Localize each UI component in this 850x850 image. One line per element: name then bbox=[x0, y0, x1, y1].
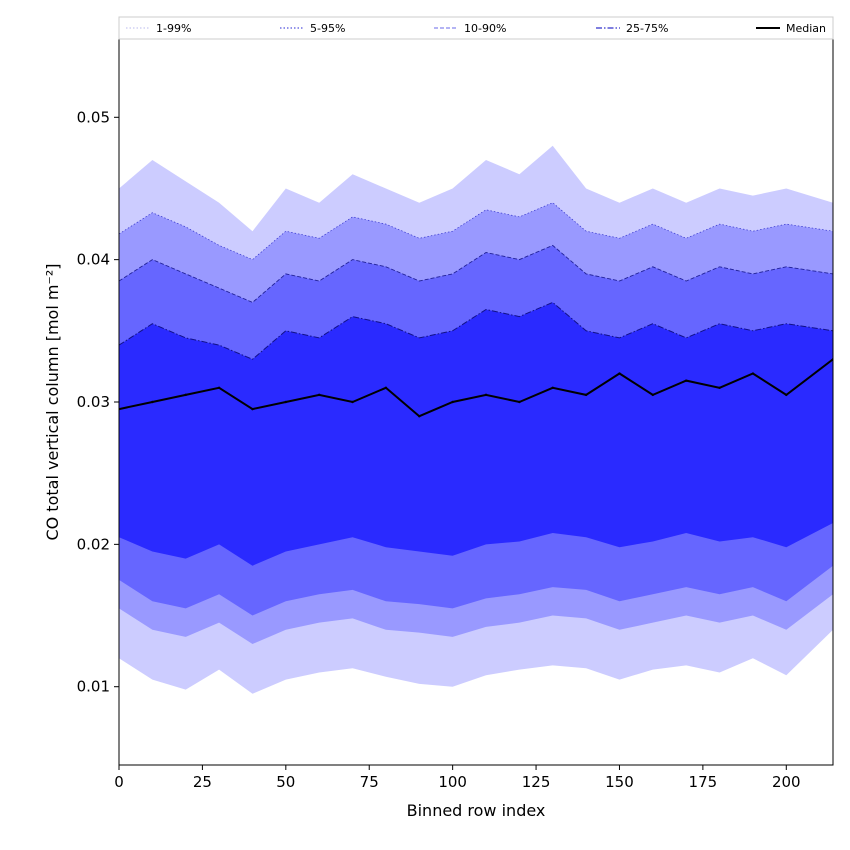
median-point bbox=[217, 386, 221, 389]
median-point bbox=[518, 400, 521, 404]
median-point bbox=[751, 372, 755, 375]
median-line bbox=[119, 358, 833, 418]
median-point bbox=[317, 393, 321, 397]
legend-label: 5-95% bbox=[310, 22, 345, 35]
median-point bbox=[584, 393, 588, 397]
x-tick-label: 75 bbox=[360, 773, 379, 791]
median-point bbox=[551, 386, 554, 389]
x-tick-label: 125 bbox=[522, 773, 551, 791]
y-axis-title: CO total vertical column [mol m⁻²] bbox=[43, 263, 62, 540]
median-point bbox=[184, 393, 187, 397]
median-point bbox=[618, 372, 621, 375]
y-tick-label: 0.03 bbox=[77, 393, 110, 411]
x-tick-label: 0 bbox=[114, 773, 124, 791]
y-tick-label: 0.05 bbox=[77, 108, 110, 126]
axes-layer: 0 25 50 75 100 125 150 175 200 0.01 0.02 0.03 0.04 0.… bbox=[77, 108, 801, 791]
median-point bbox=[718, 386, 721, 389]
legend-box bbox=[118, 16, 834, 40]
legend-label: 10-90% bbox=[464, 22, 506, 35]
median-point bbox=[251, 407, 254, 411]
band-25-75-area bbox=[119, 302, 833, 566]
median-point bbox=[785, 393, 788, 397]
median-point bbox=[351, 400, 354, 404]
legend-label: Median bbox=[786, 22, 826, 35]
x-axis-title: Binned row index bbox=[407, 801, 546, 820]
x-tick-label: 50 bbox=[276, 773, 295, 791]
median-point bbox=[151, 400, 154, 404]
x-tick-label: 100 bbox=[438, 773, 467, 791]
median-point bbox=[384, 386, 388, 389]
edge-10-90-upper bbox=[119, 244, 833, 303]
median-point bbox=[684, 379, 688, 382]
edge-5-95-upper bbox=[119, 202, 833, 261]
median-layer bbox=[119, 358, 833, 418]
legend-label: 25-75% bbox=[626, 22, 668, 35]
x-tick-label: 200 bbox=[772, 773, 801, 791]
x-tick-label: 25 bbox=[193, 773, 212, 791]
median-point bbox=[651, 393, 655, 397]
band-edge-layer bbox=[119, 202, 833, 360]
band-layer bbox=[119, 145, 833, 694]
y-tick-label: 0.04 bbox=[77, 251, 110, 269]
legend: 1-99% 5-95% 10-90% 25-75% Median bbox=[118, 16, 834, 40]
median-point bbox=[418, 415, 421, 418]
x-tick-label: 175 bbox=[689, 773, 718, 791]
x-tick-label: 150 bbox=[605, 773, 634, 791]
edge-25-75-upper bbox=[119, 301, 833, 360]
median-point bbox=[484, 393, 488, 397]
legend-label: 1-99% bbox=[156, 22, 191, 35]
y-tick-label: 0.02 bbox=[77, 535, 110, 553]
median-point bbox=[451, 400, 454, 404]
y-tick-label: 0.01 bbox=[77, 678, 110, 696]
median-point bbox=[284, 400, 288, 404]
